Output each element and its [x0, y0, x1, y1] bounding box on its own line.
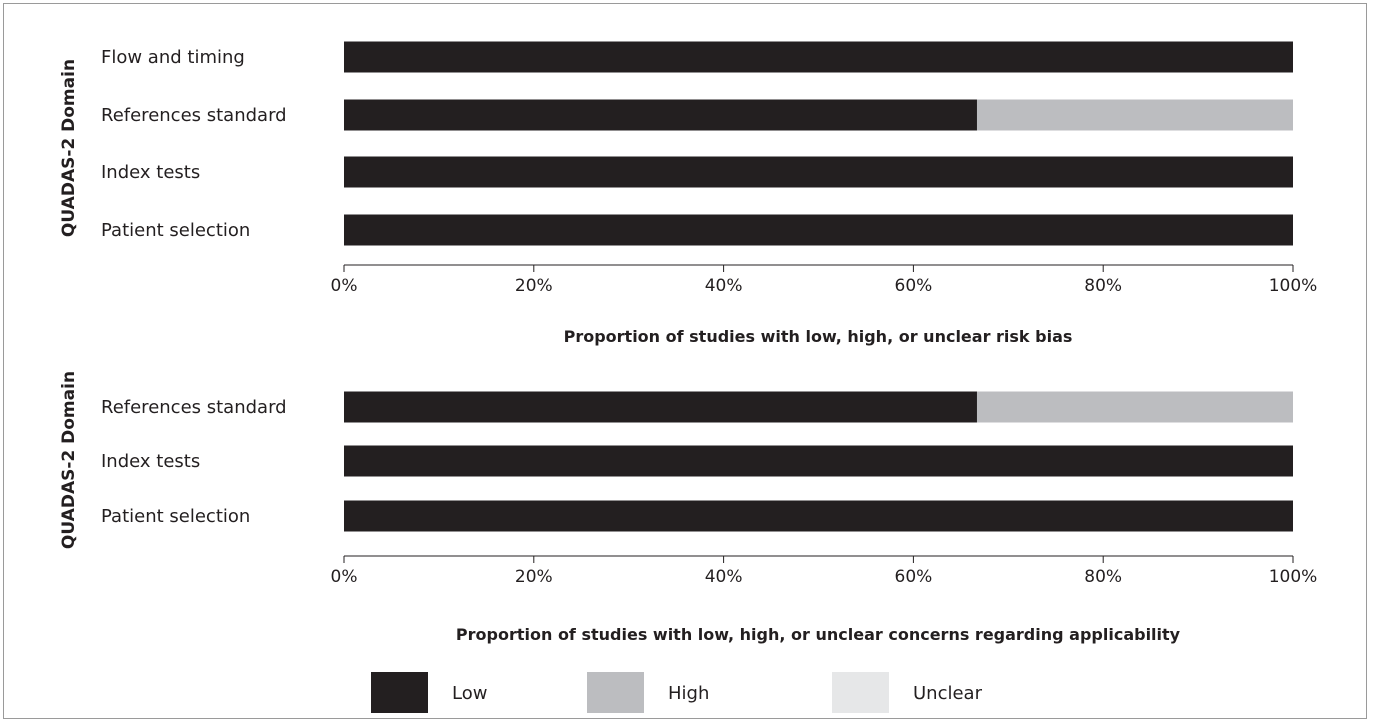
category-label: Index tests [101, 451, 200, 472]
category-label: References standard [101, 105, 287, 126]
category-label: Patient selection [101, 506, 250, 527]
category-label: Flow and timing [101, 47, 245, 68]
x-tick-label: 20% [515, 276, 553, 296]
figure-frame [3, 3, 1367, 719]
x-tick-label: 60% [895, 276, 933, 296]
legend-swatch-unclear [832, 672, 889, 713]
x-tick-label: 0% [331, 567, 358, 587]
legend-label: Unclear [913, 683, 983, 704]
x-tick-label: 100% [1269, 567, 1318, 587]
bar-segment-low [344, 214, 1293, 246]
bar-segment-low [344, 391, 977, 423]
y-axis-title: QUADAS-2 Domain [59, 59, 79, 237]
legend-swatch-low [371, 672, 428, 713]
x-tick-label: 80% [1084, 276, 1122, 296]
x-tick-label: 100% [1269, 276, 1318, 296]
category-label: Patient selection [101, 220, 250, 241]
x-axis-title: Proportion of studies with low, high, or… [456, 625, 1181, 644]
x-tick-label: 60% [895, 567, 933, 587]
x-tick-label: 40% [705, 276, 743, 296]
bar-segment-low [344, 156, 1293, 188]
x-tick-label: 20% [515, 567, 553, 587]
legend-swatch-high [587, 672, 644, 713]
x-tick-label: 80% [1084, 567, 1122, 587]
applicability-panel: QUADAS-2 Domain References standard Index… [59, 371, 1317, 644]
risk-of-bias-panel: QUADAS-2 Domain Flow and timing Reference… [59, 41, 1318, 346]
legend: Low High Unclear [371, 672, 983, 713]
y-axis-title: QUADAS-2 Domain [59, 371, 79, 549]
legend-label: High [668, 683, 709, 704]
bar-segment-low [344, 41, 1293, 73]
category-label: Index tests [101, 162, 200, 183]
x-tick-label: 40% [705, 567, 743, 587]
x-tick-label: 0% [331, 276, 358, 296]
x-axis-title: Proportion of studies with low, high, or… [564, 327, 1073, 346]
bar-segment-high [976, 99, 1293, 131]
bar-segment-high [976, 391, 1293, 423]
category-label: References standard [101, 397, 287, 418]
bar-segment-low [344, 445, 1293, 477]
legend-label: Low [452, 683, 487, 704]
bar-segment-low [344, 99, 977, 131]
bar-segment-low [344, 500, 1293, 532]
